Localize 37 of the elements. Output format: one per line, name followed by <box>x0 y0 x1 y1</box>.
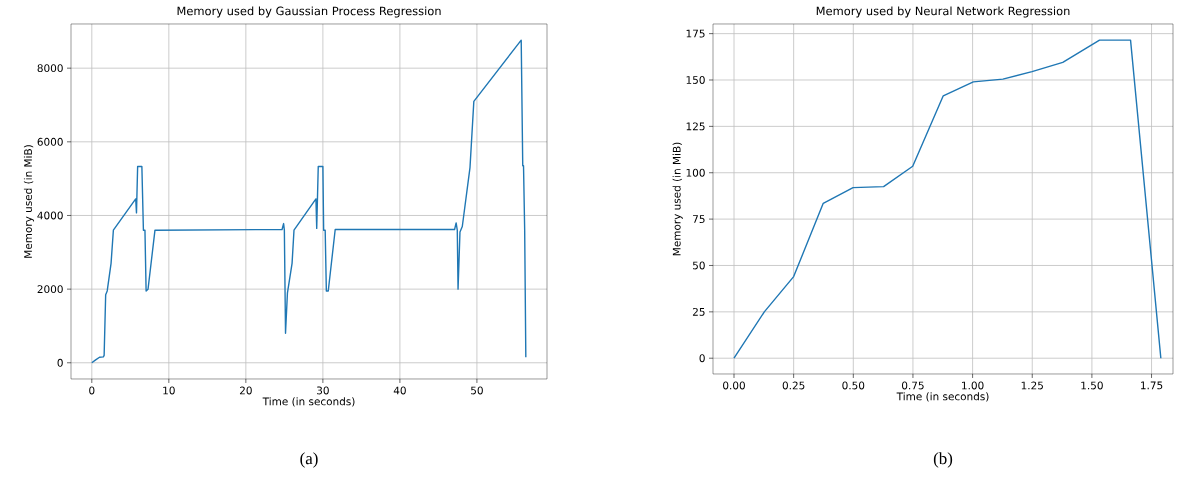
y-tick-label: 2000 <box>37 285 63 294</box>
y-tick-label: 125 <box>686 122 705 131</box>
x-tick-label: 1.75 <box>1141 381 1163 390</box>
x-tick-label: 0.75 <box>901 381 924 390</box>
text: (b) <box>933 452 953 468</box>
x-tick-label: 1.50 <box>1081 381 1103 390</box>
y-tick-label: 25 <box>692 307 705 316</box>
y-tick-label: 150 <box>686 76 705 84</box>
chart-title: Memory used by Neural Network Regression <box>816 6 1070 18</box>
y-tick-label: 75 <box>693 215 705 223</box>
y-tick-label: 4000 <box>37 211 63 220</box>
x-tick-label: 30 <box>317 386 329 395</box>
y-tick-label: 0 <box>699 354 705 363</box>
chart-title: Memory used by Gaussian Process Regression <box>177 6 441 18</box>
y-tick-label: 100 <box>686 168 705 177</box>
x-tick-label: 40 <box>393 386 406 395</box>
x-tick-label: 0.50 <box>842 381 865 390</box>
x-tick-label: 1.25 <box>1021 381 1043 390</box>
x-tick-label: 0.25 <box>782 381 805 390</box>
x-tick-label: 0.00 <box>723 381 745 390</box>
y-tick-label: 8000 <box>37 64 63 73</box>
x-tick-label: 20 <box>239 386 252 395</box>
y-axis-title: Memory used (in MiB) <box>23 145 35 258</box>
x-tick-label: 10 <box>163 386 175 395</box>
y-tick-label: 50 <box>692 261 705 270</box>
x-axis-title: Time (in seconds) <box>262 397 355 407</box>
line-series <box>91 39 527 364</box>
y-tick-label: 175 <box>686 29 705 38</box>
y-axis-title: Memory used (in MiB) <box>672 142 683 256</box>
y-tick-label: 6000 <box>37 137 63 146</box>
x-tick-label: 0 <box>89 386 95 395</box>
y-tick-label: 0 <box>57 358 63 367</box>
x-tick-label: 50 <box>471 386 483 395</box>
x-tick-label: 1.00 <box>962 381 984 390</box>
x-axis-title: Time (in seconds) <box>896 392 989 402</box>
line-series <box>733 39 1162 359</box>
text: (a) <box>300 452 318 468</box>
